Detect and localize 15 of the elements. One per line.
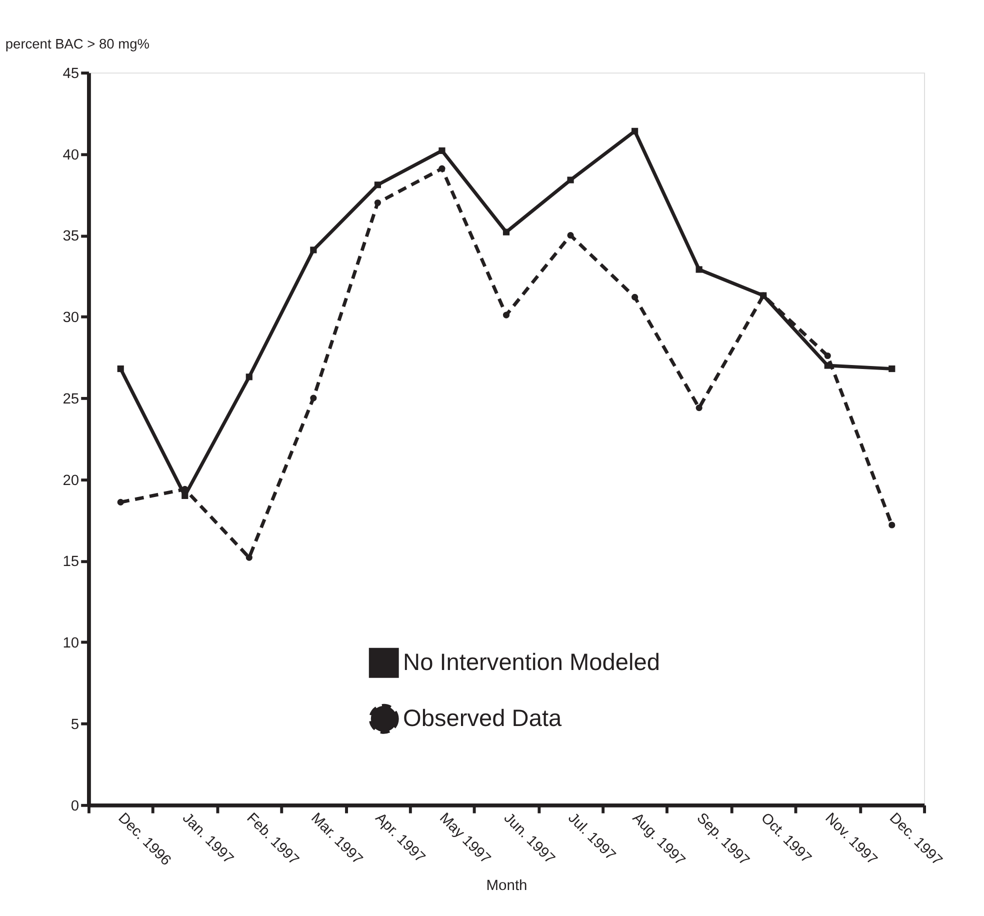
y-tick-label: 35 (62, 228, 80, 245)
y-tick-label: 20 (62, 472, 80, 489)
y-axis-title: percent BAC > 80 mg% (5, 36, 150, 52)
y-tick-label: 30 (62, 310, 80, 326)
x-axis-title: Month (486, 878, 528, 894)
y-tick-label: 15 (62, 554, 80, 570)
y-tick-label: 10 (62, 636, 80, 652)
legend-label: Observed Data (403, 704, 562, 731)
y-tick-label: 45 (62, 66, 80, 82)
y-tick-label: 40 (62, 147, 80, 164)
y-tick-label: 0 (70, 798, 80, 814)
x-tick-label: Aug. 1997 (628, 810, 688, 870)
legend-label: No Intervention Modeled (403, 648, 660, 675)
y-tick-label: 25 (62, 391, 80, 408)
y-tick-label: 5 (70, 716, 80, 733)
